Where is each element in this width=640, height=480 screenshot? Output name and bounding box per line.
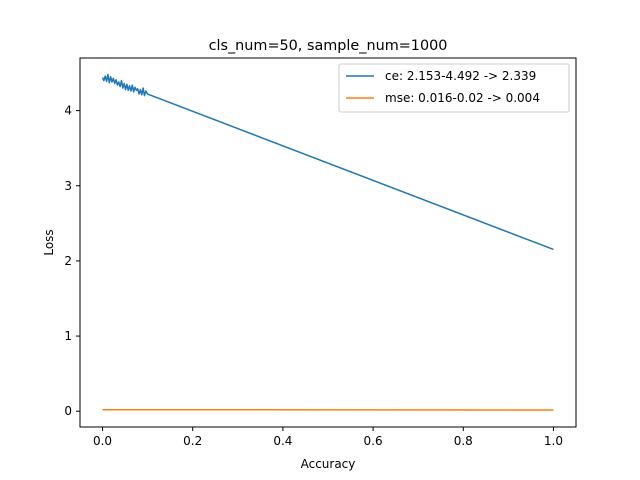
y-axis-ticks: 0 1 2 3 4	[64, 104, 80, 418]
plot-frame	[79, 57, 577, 428]
x-tick-label: 0.8	[454, 434, 473, 448]
chart-title: cls_num=50, sample_num=1000	[209, 38, 448, 54]
y-axis-label: Loss	[42, 229, 56, 255]
plot-lines	[101, 73, 554, 411]
x-tick-label: 0.2	[183, 434, 202, 448]
y-tick-label: 1	[64, 329, 72, 343]
series-line-0	[101, 73, 554, 251]
x-axis-ticks: 0.0 0.2 0.4 0.6 0.8 1.0	[93, 427, 563, 448]
y-tick-label: 0	[64, 404, 72, 418]
y-tick-label: 3	[64, 179, 72, 193]
x-axis-label: Accuracy	[301, 457, 356, 471]
x-tick-label: 0.0	[93, 434, 112, 448]
legend-label-ce: ce: 2.153-4.492 -> 2.339	[385, 69, 536, 83]
y-tick-label: 2	[64, 254, 72, 268]
y-tick-label: 4	[64, 104, 72, 118]
x-tick-label: 0.4	[273, 434, 292, 448]
legend: ce: 2.153-4.492 -> 2.339 mse: 0.016-0.02…	[338, 63, 570, 113]
legend-label-mse: mse: 0.016-0.02 -> 0.004	[385, 91, 540, 105]
x-tick-label: 1.0	[544, 434, 563, 448]
x-tick-label: 0.6	[364, 434, 383, 448]
legend-box	[338, 63, 570, 113]
